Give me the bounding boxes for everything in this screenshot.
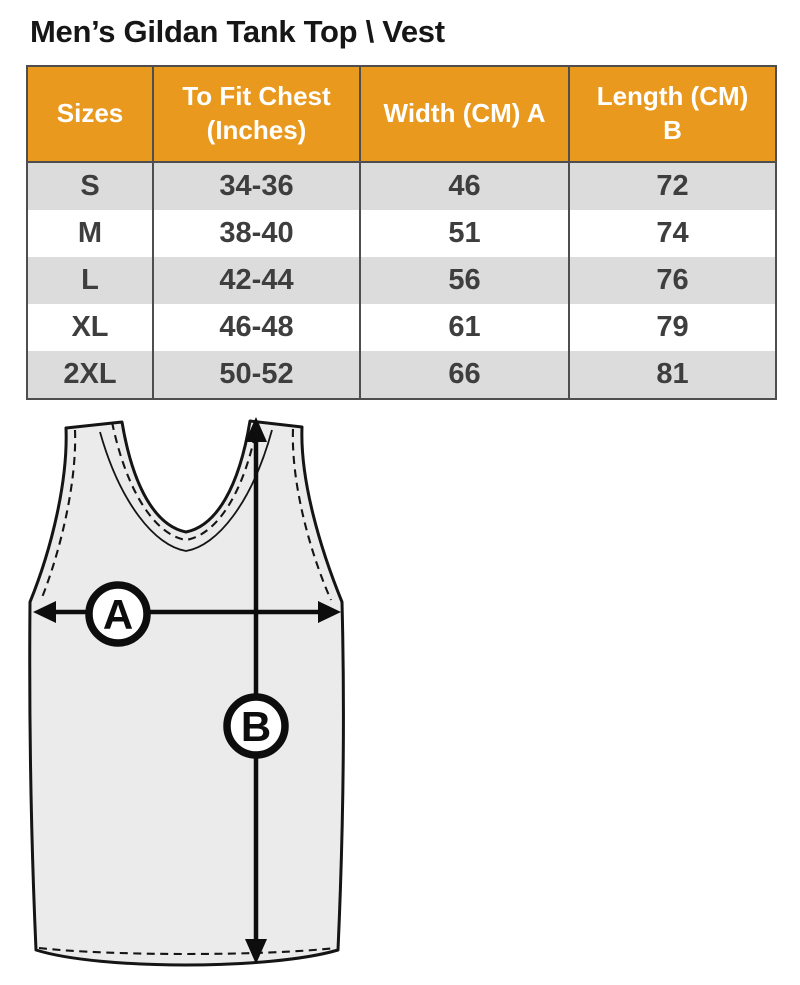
- header-sizes: Sizes: [26, 65, 154, 163]
- length-label-badge: B: [223, 693, 289, 759]
- header-length-cm: Length (CM) B: [568, 65, 777, 163]
- table-cell: 61: [359, 304, 570, 351]
- table-row: L 42-44 56 76: [26, 257, 777, 304]
- page-title: Men’s Gildan Tank Top \ Vest: [30, 14, 445, 49]
- left-armhole-stitch-dashed-line: [40, 429, 77, 601]
- table-cell: 50-52: [152, 351, 361, 399]
- arrow-right-icon: [318, 601, 341, 623]
- table-row: 2XL 50-52 66 81: [26, 351, 777, 399]
- table-cell: 66: [359, 351, 570, 399]
- table-cell: 79: [568, 304, 777, 351]
- width-label-badge: A: [85, 581, 151, 647]
- width-label: A: [103, 591, 133, 638]
- tank-top-measurement-diagram: A B: [28, 417, 345, 967]
- hem-stitch-dashed-line: [38, 946, 336, 956]
- length-label: B: [241, 703, 271, 750]
- table-cell: 46-48: [152, 304, 361, 351]
- header-width-cm: Width (CM) A: [359, 65, 570, 163]
- length-arrow: [245, 417, 267, 964]
- size-table-body: S 34-36 46 72 M 38-40 51 74 L 42-44 56 76 XL 46-48 61 7…: [26, 162, 777, 399]
- arrow-down-icon: [245, 939, 267, 964]
- table-cell: 51: [359, 210, 570, 257]
- size-table: Sizes To Fit Chest (Inches) Width (CM) A…: [26, 65, 777, 400]
- arrow-left-icon: [33, 601, 56, 623]
- neckband-seam: [99, 429, 273, 552]
- table-row: M 38-40 51 74: [26, 210, 777, 257]
- size-table-header: Sizes To Fit Chest (Inches) Width (CM) A…: [26, 65, 777, 163]
- size-cell: S: [26, 162, 154, 210]
- table-cell: 34-36: [152, 162, 361, 210]
- table-cell: 56: [359, 257, 570, 304]
- table-cell: 42-44: [152, 257, 361, 304]
- table-cell: 76: [568, 257, 777, 304]
- size-cell: XL: [26, 304, 154, 351]
- header-row: Sizes To Fit Chest (Inches) Width (CM) A…: [26, 65, 777, 163]
- header-to-fit-chest: To Fit Chest (Inches): [152, 65, 361, 163]
- neckline-stitch-dashed-line: [110, 419, 260, 542]
- arrow-up-icon: [245, 417, 267, 442]
- table-cell: 72: [568, 162, 777, 210]
- size-cell: L: [26, 257, 154, 304]
- table-cell: 46: [359, 162, 570, 210]
- table-cell: 38-40: [152, 210, 361, 257]
- size-cell: M: [26, 210, 154, 257]
- table-row: S 34-36 46 72: [26, 162, 777, 210]
- garment-outline: [28, 419, 345, 967]
- table-cell: 74: [568, 210, 777, 257]
- table-cell: 81: [568, 351, 777, 399]
- right-armhole-stitch-dashed-line: [291, 428, 332, 601]
- table-row: XL 46-48 61 79: [26, 304, 777, 351]
- size-cell: 2XL: [26, 351, 154, 399]
